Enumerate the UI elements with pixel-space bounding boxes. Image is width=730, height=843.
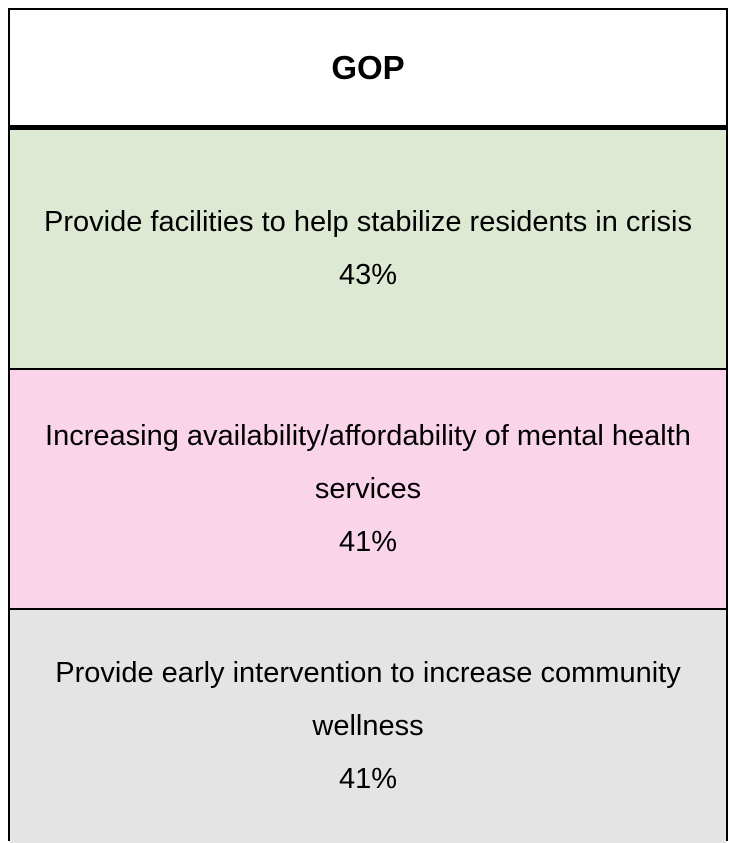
table-row: Increasing availability/affordability of… [10, 368, 726, 608]
table-row: Provide early intervention to increase c… [10, 608, 726, 843]
row-label: Provide early intervention to increase c… [55, 657, 681, 742]
row-label: Increasing availability/affordability of… [45, 419, 691, 505]
table-row: Provide facilities to help stabilize res… [10, 130, 726, 368]
table: GOP Provide facilities to help stabilize… [8, 8, 728, 843]
row-label: Provide facilities to help stabilize res… [44, 206, 692, 238]
row-value: 41% [338, 525, 398, 558]
table-header: GOP [10, 10, 726, 130]
row-value: 43% [338, 259, 398, 291]
row-value: 41% [338, 763, 398, 795]
